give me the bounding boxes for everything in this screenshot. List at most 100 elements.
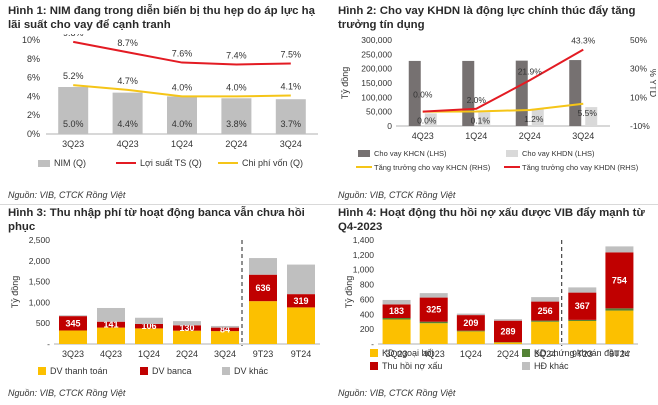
- legend-label: Cho vay KHDN (LHS): [522, 149, 595, 158]
- legend-swatch: [140, 367, 148, 375]
- data-label: 8.7%: [117, 38, 138, 48]
- bar: [494, 342, 522, 344]
- bar: [456, 313, 485, 316]
- data-label: 4.4%: [117, 119, 138, 129]
- y2-tick-label: -10%: [630, 121, 650, 131]
- bar: [382, 318, 411, 320]
- legend-label: DV banca: [152, 366, 192, 376]
- x-tick-label: 9T23: [253, 349, 274, 359]
- bar: [97, 327, 125, 344]
- bar: [419, 321, 448, 324]
- x-tick-label: 4Q23: [100, 349, 122, 359]
- data-label: 754: [612, 275, 627, 285]
- x-tick-label: 4Q23: [117, 139, 139, 149]
- bar: [568, 292, 597, 320]
- y2-axis-label: % YTD: [648, 69, 656, 98]
- bar: [221, 98, 252, 134]
- x-tick-label: 3Q24: [214, 349, 236, 359]
- bar: [568, 287, 597, 293]
- bar: [569, 60, 582, 126]
- bar: [59, 315, 87, 317]
- legend-label: NIM (Q): [54, 158, 86, 168]
- data-label: 4.0%: [226, 82, 247, 92]
- bar: [211, 325, 239, 328]
- legend-label: DV thanh toán: [50, 366, 108, 376]
- source-note: Nguồn: VIB, CTCK Rồng Việt: [338, 190, 456, 200]
- y-tick-label: 400: [360, 309, 374, 319]
- data-label: 319: [293, 296, 308, 306]
- bar: [112, 92, 143, 134]
- bar: [568, 319, 597, 321]
- chart-title: Hình 2: Cho vay KHDN là động lực chính t…: [338, 5, 636, 17]
- bar: [568, 320, 597, 344]
- bar: [605, 252, 634, 309]
- bar: [494, 320, 522, 343]
- bar: [605, 308, 634, 311]
- chart-title: Hình 4: Hoạt động thu hồi nợ xấu được VI…: [338, 207, 645, 219]
- y-tick-label: -: [371, 339, 374, 349]
- x-tick-label: 2Q24: [176, 349, 198, 359]
- bar: [135, 323, 163, 329]
- data-label: 0.1%: [471, 116, 491, 126]
- legend-label: Tăng trưởng cho vay KHCN (RHS): [374, 163, 491, 172]
- y-axis-label: Tỷ đồng: [344, 276, 354, 309]
- chart-title-line2: trưởng tín dụng: [338, 19, 425, 31]
- x-tick-label: 9T24: [291, 349, 312, 359]
- legend-label: HĐ khác: [534, 361, 569, 371]
- x-tick-label: 3Q24: [572, 131, 594, 141]
- legend-label: Cho vay KHCN (LHS): [374, 149, 447, 158]
- data-label: 141: [103, 320, 118, 330]
- y2-tick-label: 50%: [630, 35, 647, 45]
- data-label: 21.9%: [518, 66, 543, 76]
- x-tick-label: 2Q24: [519, 131, 541, 141]
- x-tick-label: 3Q24: [280, 139, 302, 149]
- nim-chart: 0% 2% 4% 6% 8% 10% 5.0% 4.4% 4.0% 3.8% 3.7% 9.8% 8.7…: [22, 34, 318, 168]
- data-label: 256: [538, 306, 553, 316]
- data-label: 1.2%: [524, 114, 544, 124]
- fee-chart: - 500 1,000 1,500 2,000 2,500 Tỷ đồng 345 3Q23 14…: [10, 236, 320, 376]
- legend-label: Lợi suất TS (Q): [140, 158, 202, 168]
- source-note: Nguồn: VIB, CTCK Rồng Việt: [8, 388, 126, 398]
- data-label: 7.5%: [281, 50, 302, 60]
- data-label: 3.7%: [281, 119, 302, 129]
- bar: [531, 320, 560, 322]
- data-label: 4.0%: [172, 119, 193, 129]
- bar: [605, 246, 634, 253]
- y-tick-label: 100,000: [361, 92, 392, 102]
- data-label: 84: [220, 324, 230, 334]
- bar: [97, 307, 125, 322]
- data-label: 0.0%: [417, 116, 437, 126]
- bar: [419, 297, 448, 322]
- bar: [287, 294, 315, 308]
- bar: [249, 301, 277, 344]
- y2-tick-label: 30%: [630, 64, 647, 74]
- legend-label: Tăng trưởng cho vay KHDN (RHS): [522, 163, 639, 172]
- bar: [382, 299, 411, 305]
- x-tick-label: 3Q23: [62, 349, 84, 359]
- y-tick-label: 2,000: [29, 256, 51, 266]
- credit-chart: 0 50,000 100,000 150,000 200,000 250,000 300,0…: [340, 35, 656, 172]
- x-tick-label: 4Q23: [412, 131, 434, 141]
- bar: [173, 330, 201, 344]
- legend-label: DV khác: [234, 366, 269, 376]
- x-tick-label: 3Q23: [62, 139, 84, 149]
- bar: [494, 319, 522, 321]
- x-tick-label: 2Q24: [225, 139, 247, 149]
- bar: [135, 328, 163, 344]
- legend-swatch: [38, 160, 50, 167]
- bar: [419, 293, 448, 298]
- y-tick-label: 250,000: [361, 49, 392, 59]
- x-tick-label: 1Q24: [460, 349, 482, 359]
- data-label: 183: [389, 306, 404, 316]
- data-label: 7.6%: [172, 49, 193, 59]
- source-note: Nguồn: VIB, CTCK Rồng Việt: [8, 190, 126, 200]
- legend-swatch: [38, 367, 46, 375]
- x-tick-label: 1Q24: [465, 131, 487, 141]
- panel-credit: Hình 2: Cho vay KHDN là động lực chính t…: [338, 4, 656, 202]
- series-line: [422, 48, 584, 113]
- y-tick-label: 0%: [27, 129, 40, 139]
- y-tick-label: 1,000: [353, 265, 375, 275]
- data-label: 325: [426, 305, 441, 315]
- y-tick-label: 600: [360, 294, 374, 304]
- chart-title-line2: phục: [8, 221, 36, 233]
